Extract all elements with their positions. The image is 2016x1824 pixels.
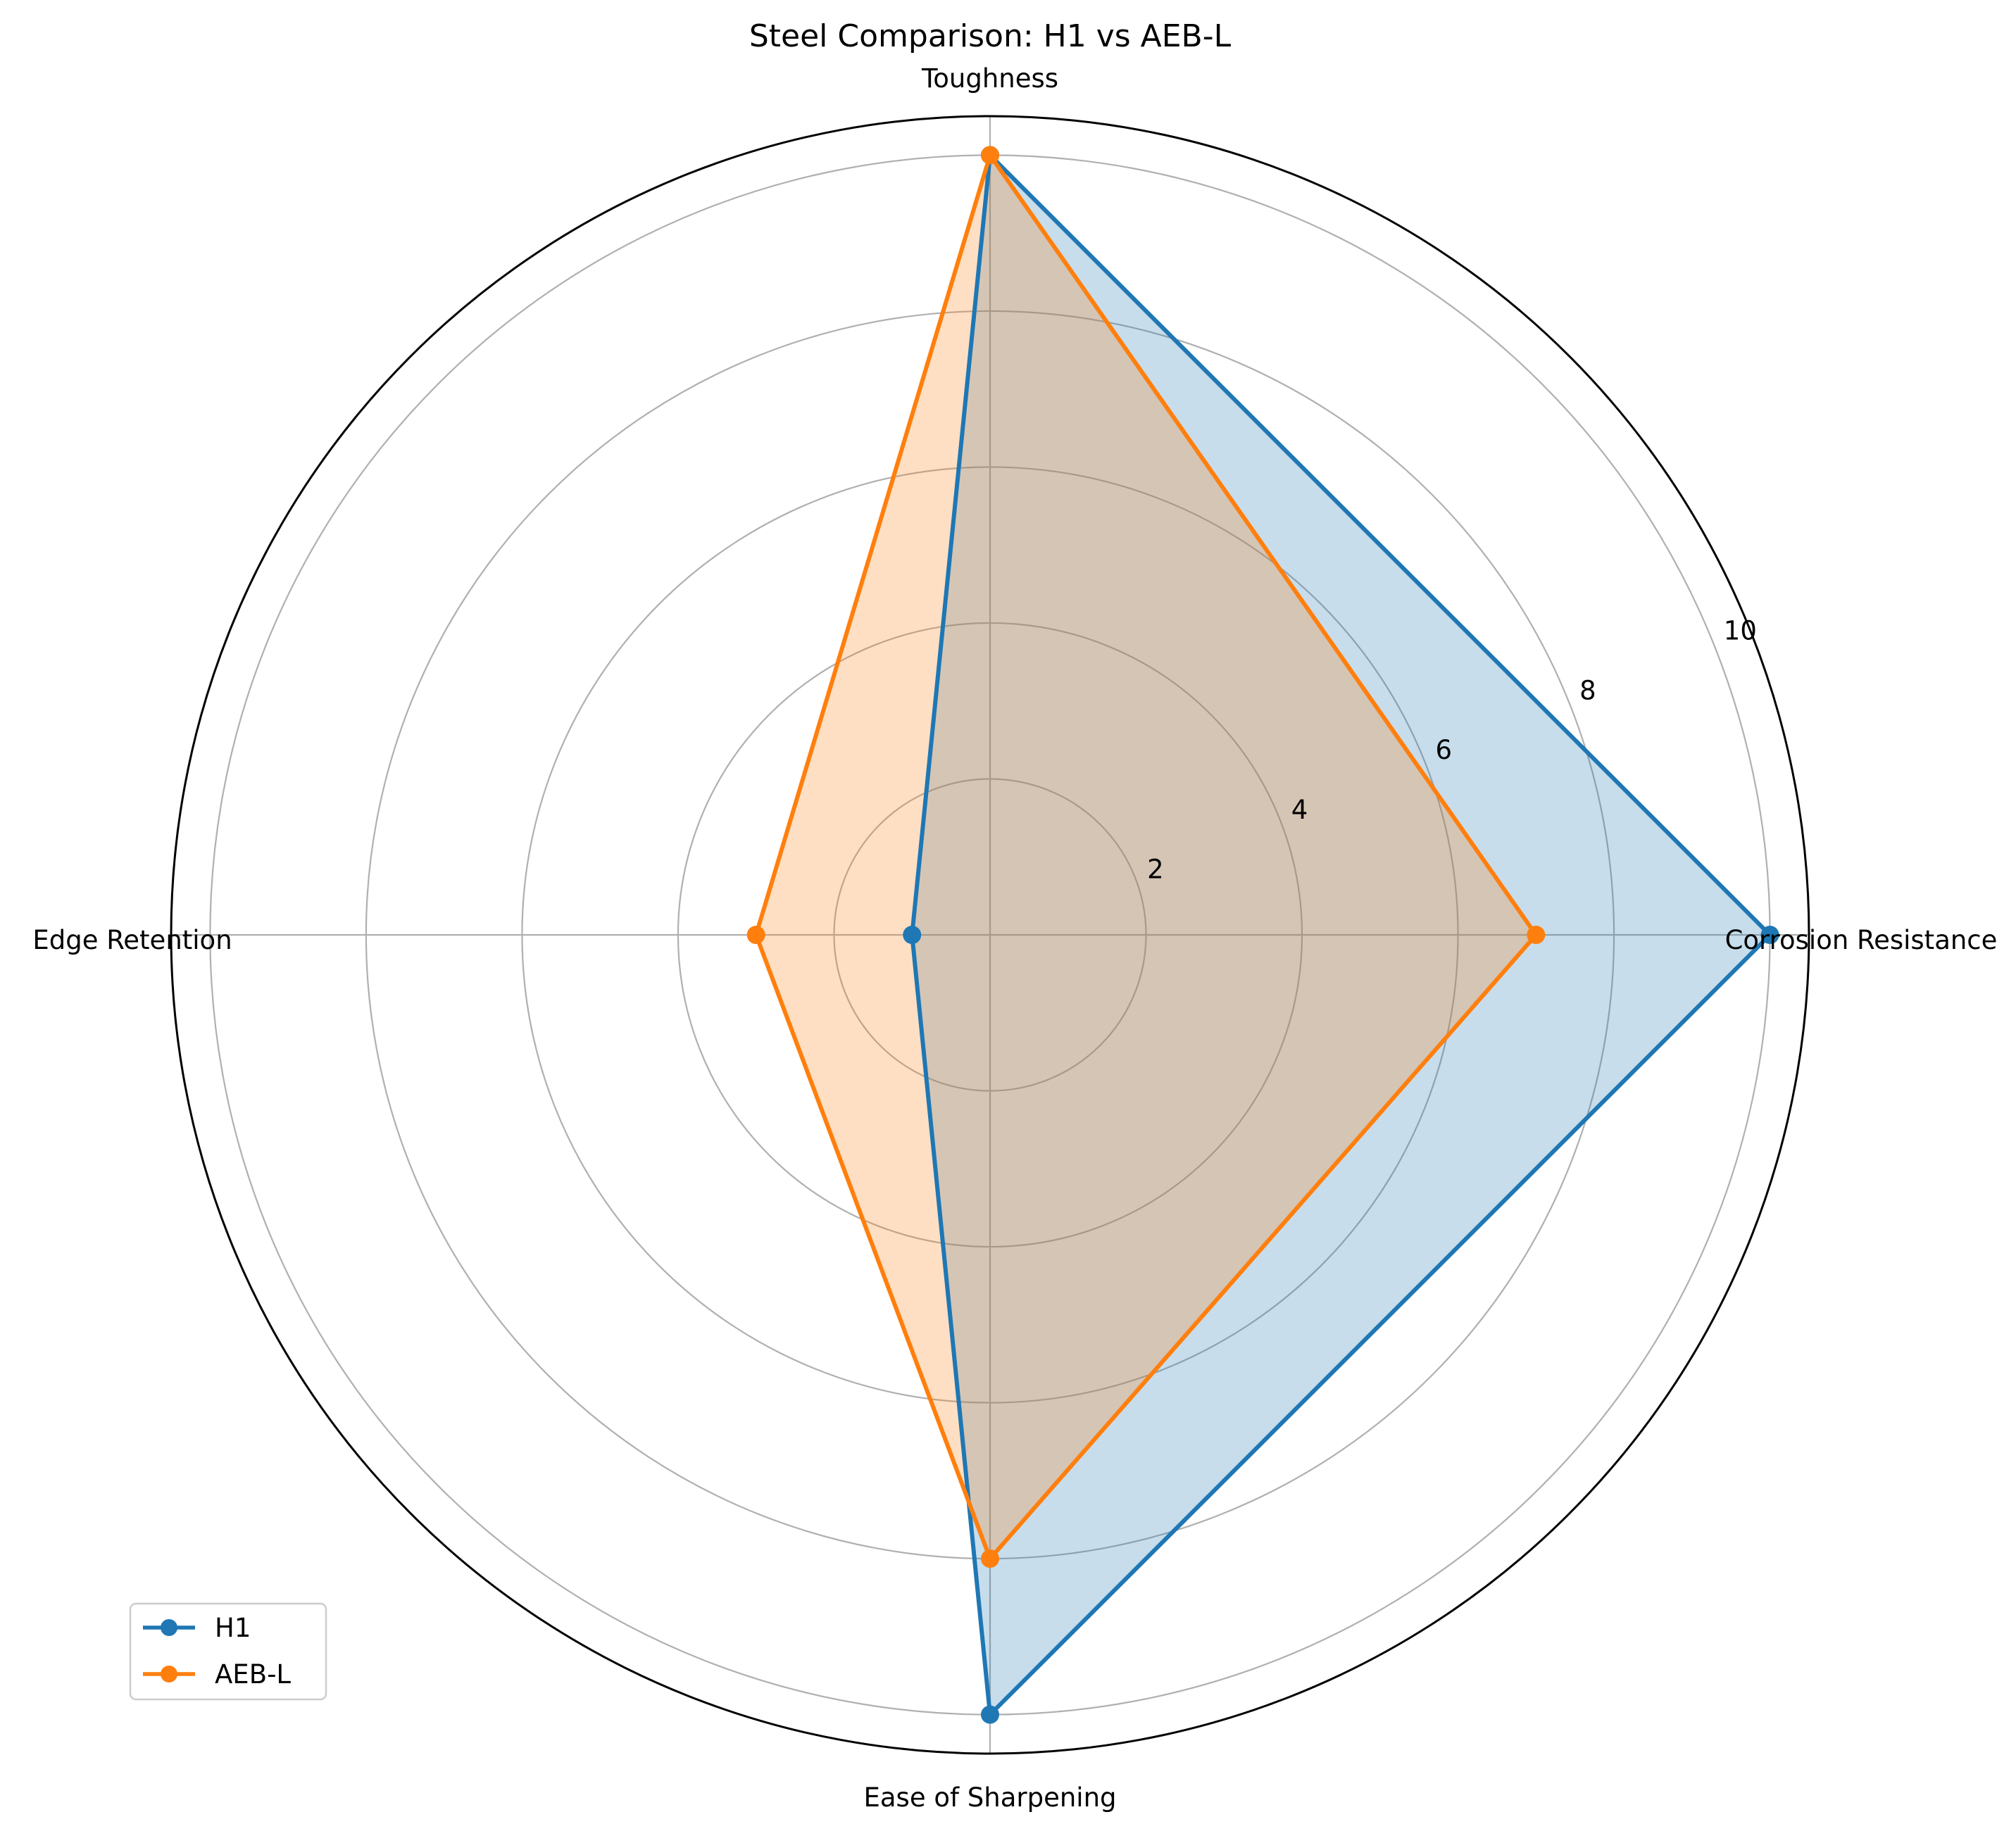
legend-marker-aeb-l [161,1666,177,1683]
data-point-h1-edge-retention [903,926,922,944]
category-label-toughness: Toughness [921,63,1058,94]
radial-tick-4: 4 [1291,795,1308,825]
data-point-h1-corrosion-resistance [1760,926,1779,944]
data-point-aeb-l-toughness [981,146,999,165]
legend: H1 AEB-L [129,1602,327,1701]
outer-frame [170,115,1810,1755]
radial-tick-8: 8 [1579,675,1596,705]
data-point-h1-ease-of-sharpening [981,1705,999,1724]
data-point-aeb-l-corrosion-resistance [1527,926,1546,944]
category-label-ease-of-sharpening: Ease of Sharpening [863,1782,1116,1813]
radial-tick-2: 2 [1147,855,1164,885]
category-label-corrosion-resistance: Corrosion Resistance [1725,925,1998,955]
chart-title: Steel Comparison: H1 vs AEB-L [749,18,1232,54]
radial-tick-10: 10 [1724,615,1757,646]
legend-label-aeb-l: AEB-L [215,1659,291,1690]
legend-marker-h1 [161,1619,177,1636]
series-markers [746,146,1779,1724]
radial-tick-6: 6 [1435,735,1452,765]
data-point-aeb-l-edge-retention [746,926,765,944]
legend-label-h1: H1 [215,1613,251,1643]
series-fills [756,155,1770,1715]
radial-tick-labels: 2 4 6 8 10 [1147,615,1757,884]
category-label-edge-retention: Edge Retention [32,925,232,955]
series-area-aeb-l [756,155,1536,1559]
data-point-aeb-l-ease-of-sharpening [981,1549,999,1568]
polar-grid [171,116,1809,1754]
series-area-h1 [912,155,1770,1715]
